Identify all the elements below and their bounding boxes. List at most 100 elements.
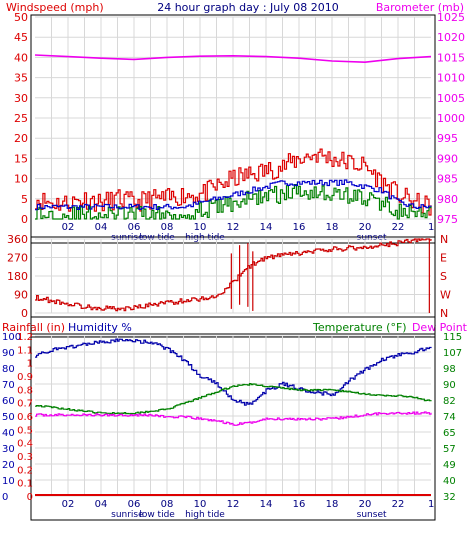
wind-tick-label: 30: [14, 92, 28, 105]
climate-x-tick: 14: [260, 499, 273, 510]
compass-tick-label: S: [440, 270, 447, 283]
climate-x-tick: 12: [227, 499, 240, 510]
compass-tick-label: E: [440, 252, 447, 265]
rainfall-tick-label: 0.8: [17, 385, 33, 396]
windspeed-series-line: [35, 148, 432, 216]
chart-title: 24 hour graph day : July 08 2010: [157, 1, 339, 14]
direction-tick-label: 0: [21, 307, 28, 320]
humidity-tick-label: 50: [2, 412, 15, 423]
wind-tick-label: 25: [14, 112, 28, 125]
humidity-tick-label: 20: [2, 460, 15, 471]
barometer-tick-label: 990: [437, 152, 458, 165]
climate-hightide-marker: high tide: [185, 510, 225, 520]
wind-tick-label: 15: [14, 152, 28, 165]
humidity-tick-label: 40: [2, 428, 15, 439]
barometer-series-line: [34, 54, 432, 64]
rainfall-tick-label: 0.6: [17, 412, 33, 423]
wind-x-tick: 22: [392, 222, 405, 233]
climate-x-tick: 22: [392, 499, 405, 510]
temperature-tick-label: 98: [443, 364, 456, 375]
wind-tick-label: 20: [14, 132, 28, 145]
climate-sunrise-marker: sunrise: [111, 510, 144, 520]
dewpoint-series-line: [35, 411, 432, 426]
rainfall-tick-label: 1: [27, 359, 33, 370]
rainfall-tick-label: 0.4: [17, 439, 33, 450]
humidity-tick-label: 30: [2, 444, 15, 455]
rainfall-tick-label: 0.2: [17, 465, 33, 476]
wind-x-tick: 12: [227, 222, 240, 233]
humidity-series-line: [35, 338, 432, 406]
humidity-axis-title: Humidity %: [68, 321, 132, 334]
barometer-tick-label: 980: [437, 193, 458, 206]
rainfall-tick-label: 1.1: [17, 345, 33, 356]
barometer-tick-label: 985: [437, 173, 458, 186]
barometer-tick-label: 1005: [437, 92, 465, 105]
barometer-tick-label: 995: [437, 132, 458, 145]
temperature-tick-label: 74: [443, 412, 456, 423]
wind-tick-label: 40: [14, 51, 28, 64]
temperature-tick-label: 57: [443, 444, 456, 455]
humidity-tick-label: 90: [2, 348, 15, 359]
direction-tick-label: 180: [7, 270, 28, 283]
climate-lowtide-marker: low tide: [139, 510, 175, 520]
climate-x-tick: 06: [128, 499, 141, 510]
climate-x-tick: 02: [62, 499, 75, 510]
rainfall-tick-label: 1.2: [17, 332, 33, 343]
humidity-tick-label: 0: [2, 492, 8, 503]
temperature-tick-label: 82: [443, 396, 456, 407]
wind-lowtide-marker: low tide: [139, 233, 175, 243]
climate-sunset-marker: sunset: [357, 510, 387, 520]
temperature-tick-label: 49: [443, 460, 456, 471]
rainfall-tick-label: 0.9: [17, 372, 33, 383]
rainfall-axis-title: Rainfall (in): [2, 321, 65, 334]
humidity-tick-label: 10: [2, 476, 15, 487]
temperature-series-line: [35, 383, 432, 415]
barometer-tick-label: 1015: [437, 51, 465, 64]
wind-x-tick: 20: [359, 222, 372, 233]
compass-tick-label: N: [440, 233, 448, 246]
wind-x-tick: 16: [293, 222, 306, 233]
barometer-tick-label: 1025: [437, 11, 465, 24]
wind-tick-label: 10: [14, 173, 28, 186]
rainfall-tick-label: 0.7: [17, 399, 33, 410]
rainfall-tick-label: 0: [27, 492, 33, 503]
climate-x-tick: 18: [326, 499, 339, 510]
temperature-tick-label: 32: [443, 492, 456, 503]
humidity-tick-label: 100: [2, 332, 21, 343]
wind-tick-label: 50: [14, 11, 28, 24]
barometer-axis-title: Barometer (mb): [376, 1, 464, 14]
wind-tick-label: 45: [14, 31, 28, 44]
compass-tick-label: N: [440, 307, 448, 320]
humidity-tick-label: 80: [2, 364, 15, 375]
humidity-tick-label: 60: [2, 396, 15, 407]
direction-tick-label: 90: [14, 289, 28, 302]
direction-tick-label: 360: [7, 233, 28, 246]
temperature-tick-label: 115: [443, 332, 462, 343]
climate-x-tick: 16: [293, 499, 306, 510]
rainfall-tick-label: 0.3: [17, 452, 33, 463]
dewpoint-axis-title: Dew Point: [412, 321, 468, 334]
wind-sunrise-marker: sunrise: [111, 233, 144, 243]
wind-x-tick: 18: [326, 222, 339, 233]
temperature-tick-label: 107: [443, 348, 462, 359]
wind-tick-label: 0: [21, 213, 28, 226]
temperature-tick-label: 40: [443, 476, 456, 487]
wind-axis-title: Windspeed (mph): [6, 1, 104, 14]
barometer-tick-label: 975: [437, 213, 458, 226]
compass-tick-label: W: [440, 289, 451, 302]
rainfall-tick-label: 0.5: [17, 425, 33, 436]
wind-tick-label: 35: [14, 72, 28, 85]
wind-x-tick: 06: [128, 222, 141, 233]
wind-x-tick: 04: [95, 222, 108, 233]
wind-hightide-marker: high tide: [185, 233, 225, 243]
wind-tick-label: 5: [21, 193, 28, 206]
panel-frame-3: [30, 333, 436, 521]
barometer-tick-label: 1020: [437, 31, 465, 44]
direction-series-line: [35, 238, 432, 312]
barometer-tick-label: 1000: [437, 112, 465, 125]
panel-frame-2b: [30, 236, 436, 318]
climate-x-end-tick: 1: [428, 499, 434, 510]
climate-x-tick: 10: [194, 499, 207, 510]
climate-x-tick: 04: [95, 499, 108, 510]
